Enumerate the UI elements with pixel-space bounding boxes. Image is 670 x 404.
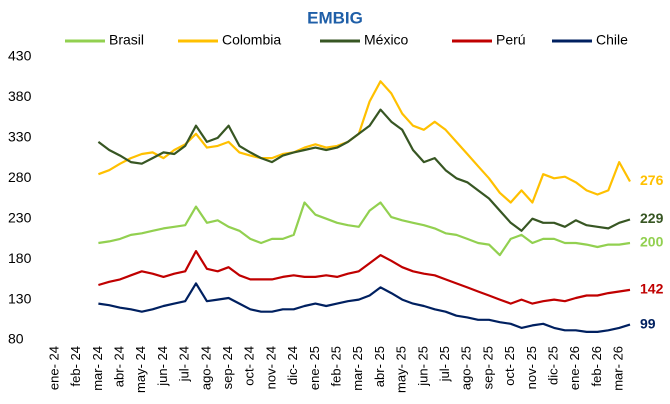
chart-title: EMBIG — [307, 8, 363, 27]
y-tick-label: 430 — [8, 48, 32, 64]
x-tick-label: oct- 24 — [242, 346, 257, 386]
x-tick-label: jul- 24 — [177, 346, 192, 382]
y-tick-label: 330 — [8, 129, 32, 145]
x-tick-label: ago- 24 — [198, 346, 213, 390]
x-tick-label: dic- 24 — [285, 346, 300, 385]
x-tick-label: may- 24 — [133, 346, 148, 393]
end-value-label: 99 — [640, 315, 656, 331]
x-tick-label: jun- 24 — [155, 346, 170, 387]
series-line — [98, 80, 631, 204]
x-tick-label: feb- 26 — [589, 346, 604, 386]
x-tick-label: abr- 25 — [372, 346, 387, 387]
x-tick-label: nov- 25 — [524, 346, 539, 389]
x-tick-label: jul- 25 — [437, 346, 452, 382]
legend-label: México — [364, 32, 409, 48]
legend-label: Chile — [596, 32, 628, 48]
legend-label: Colombia — [222, 32, 281, 48]
x-tick-label: ene- 25 — [307, 346, 322, 390]
end-value-label: 200 — [640, 234, 664, 250]
y-tick-label: 380 — [8, 88, 32, 104]
y-tick-label: 280 — [8, 169, 32, 185]
end-value-label: 276 — [640, 172, 664, 188]
x-tick-label: jun- 25 — [415, 346, 430, 387]
x-tick-label: sep- 25 — [480, 346, 495, 389]
x-tick-label: mar- 25 — [350, 346, 365, 391]
x-tick-label: may- 25 — [394, 346, 409, 393]
legend-label: Perú — [496, 32, 526, 48]
x-tick-label: oct- 25 — [502, 346, 517, 386]
x-tick-label: dic- 25 — [545, 346, 560, 385]
x-tick-label: feb- 25 — [329, 346, 344, 386]
end-value-label: 229 — [640, 210, 664, 226]
x-tick-label: mar- 24 — [90, 346, 105, 391]
x-tick-label: feb- 24 — [68, 346, 83, 386]
y-tick-label: 130 — [8, 290, 32, 306]
series-line — [98, 250, 631, 305]
legend-label: Brasil — [109, 32, 144, 48]
y-tick-label: 180 — [8, 250, 32, 266]
x-tick-label: ago- 25 — [459, 346, 474, 390]
x-tick-label: abr- 24 — [112, 346, 127, 387]
x-tick-label: ene- 24 — [46, 346, 61, 390]
x-tick-label: nov- 24 — [263, 346, 278, 389]
series-line — [97, 108, 631, 232]
y-tick-label: 230 — [8, 209, 32, 225]
series-line — [98, 201, 631, 257]
end-value-label: 142 — [640, 281, 664, 297]
x-tick-label: mar- 26 — [611, 346, 626, 391]
series-line — [98, 282, 631, 333]
x-tick-label: sep- 24 — [220, 346, 235, 389]
y-tick-label: 80 — [8, 331, 24, 347]
x-tick-label: ene- 26 — [567, 346, 582, 390]
